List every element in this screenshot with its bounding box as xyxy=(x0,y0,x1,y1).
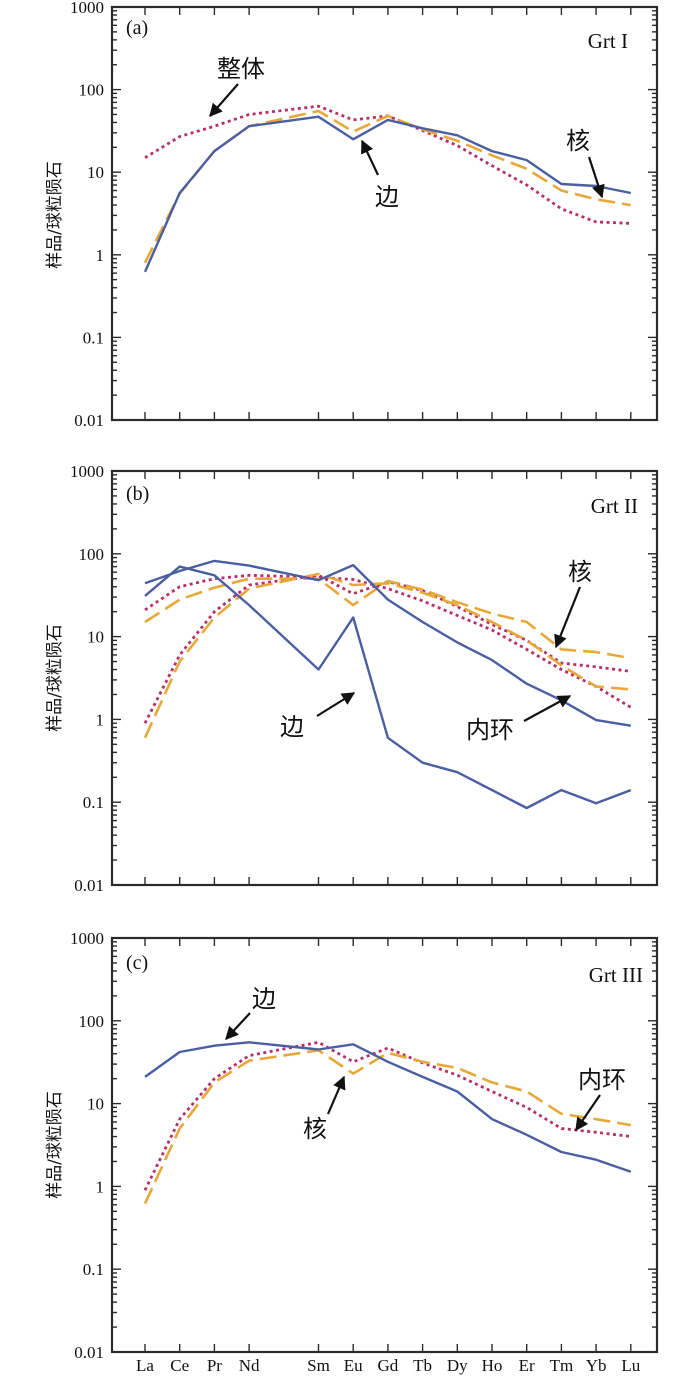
panel-a-series xyxy=(143,104,632,273)
y-tick-label: 1000 xyxy=(70,0,104,17)
annotation-bian-c: 边 xyxy=(252,985,276,1013)
annotation-bian-b: 边 xyxy=(280,713,304,741)
panel-a-ylabel: 样品/球粒陨石 xyxy=(45,161,65,269)
panel-a-axes: 0.01 0.1 1 10 100 1000 xyxy=(70,0,657,430)
y-tick-label: 0.01 xyxy=(74,411,104,430)
series-line-rim xyxy=(144,1041,632,1173)
panel-c-axes: 0.01 0.1 1 10 100 1000 xyxy=(70,929,657,1362)
x-tick-label-ce: Ce xyxy=(170,1356,189,1375)
x-tick-label-er: Er xyxy=(519,1356,535,1375)
panel-c-ylabel: 样品/球粒陨石 xyxy=(45,1091,65,1199)
y-tick-label: 100 xyxy=(79,1012,105,1031)
x-tick-label-tb: Tb xyxy=(413,1356,432,1375)
x-tick-label-eu: Eu xyxy=(344,1356,363,1375)
panel-c-frame xyxy=(110,936,659,1354)
y-tick-label: 0.1 xyxy=(83,793,104,812)
x-tick-label-ho: Ho xyxy=(482,1356,503,1375)
annotation-he-c: 核 xyxy=(303,1115,327,1143)
x-tick-label-la: La xyxy=(136,1356,154,1375)
panel-c-series xyxy=(143,1040,632,1205)
arrow-neihuan-c xyxy=(575,1094,601,1132)
panel-b-axes: 0.01 0.1 1 10 100 1000 xyxy=(70,462,657,895)
arrow-bian-a xyxy=(361,139,379,176)
arrow-he-b xyxy=(554,586,582,649)
arrow-zhengti xyxy=(209,83,239,117)
series-line-rim xyxy=(143,115,632,273)
y-tick-label: 100 xyxy=(79,545,105,564)
series-line-rim-1 xyxy=(144,565,632,810)
x-tick-label-pr: Pr xyxy=(207,1356,222,1375)
annotation-he-a: 核 xyxy=(566,127,590,155)
series-line-core xyxy=(143,1049,632,1205)
annotation-he-b: 核 xyxy=(568,558,592,586)
y-tick-label: 1 xyxy=(96,710,105,729)
series-line-inner-1 xyxy=(143,573,631,724)
arrow-neihuan-b xyxy=(523,695,572,722)
y-tick-label: 10 xyxy=(87,1095,104,1114)
panel-a-label: (a) xyxy=(126,17,148,39)
y-tick-label: 0.01 xyxy=(74,1343,104,1362)
y-tick-label: 1 xyxy=(96,246,105,265)
annotation-neihuan-b: 内环 xyxy=(466,716,514,744)
y-tick-label: 1000 xyxy=(70,462,104,481)
x-axis-element-labels: La Ce Pr Nd Sm Eu Gd Tb Dy Ho Er Tm Yb Lu xyxy=(136,1356,641,1375)
annotation-zhengti: 整体 xyxy=(217,55,265,83)
panel-a-title: Grt I xyxy=(588,29,628,53)
panel-b-title: Grt II xyxy=(591,494,638,518)
series-line-core-2 xyxy=(144,577,632,660)
x-tick-label-dy: Dy xyxy=(447,1356,468,1375)
x-tick-label-sm: Sm xyxy=(307,1356,330,1375)
x-tick-label-gd: Gd xyxy=(378,1356,399,1375)
y-tick-label: 10 xyxy=(87,628,104,647)
panel-b-ylabel: 样品/球粒陨石 xyxy=(45,624,65,732)
y-tick-label: 0.1 xyxy=(83,1260,104,1279)
arrow-he-c xyxy=(326,1075,346,1115)
panel-b: 0.01 0.1 1 10 100 1000 样品/球粒陨石 (b) Grt II 核 边… xyxy=(45,462,659,895)
series-line-inner-2 xyxy=(144,573,632,709)
x-tick-label-nd: Nd xyxy=(239,1356,260,1375)
y-tick-label: 10 xyxy=(87,163,104,182)
panel-b-label: (b) xyxy=(126,483,149,505)
x-tick-label-tm: Tm xyxy=(550,1356,574,1375)
arrow-bian-b xyxy=(316,692,356,717)
y-tick-label: 0.01 xyxy=(74,876,104,895)
y-tick-label: 100 xyxy=(79,81,105,100)
series-line-inner xyxy=(143,1040,631,1191)
arrow-he-a xyxy=(587,156,605,199)
series-line-core-1 xyxy=(143,572,631,739)
series-line-rim-2 xyxy=(144,559,631,727)
arrow-bian-c xyxy=(225,1012,251,1040)
panel-a: 0.01 0.1 1 10 100 1000 样品/球粒陨石 (a) Grt I 整体 边… xyxy=(45,0,659,430)
series-line-core xyxy=(143,109,632,264)
x-tick-label-yb: Yb xyxy=(586,1356,607,1375)
panel-b-series xyxy=(143,559,632,810)
annotation-bian-a: 边 xyxy=(375,183,399,211)
y-tick-label: 1 xyxy=(96,1177,105,1196)
panel-c-title: Grt III xyxy=(589,963,643,987)
x-tick-label-lu: Lu xyxy=(621,1356,640,1375)
y-tick-label: 0.1 xyxy=(83,328,104,347)
y-tick-label: 1000 xyxy=(70,929,104,948)
panel-a-frame xyxy=(110,5,659,422)
panel-b-frame xyxy=(110,469,659,887)
panel-c-label: (c) xyxy=(126,952,148,974)
annotation-neihuan-c: 内环 xyxy=(578,1066,626,1094)
